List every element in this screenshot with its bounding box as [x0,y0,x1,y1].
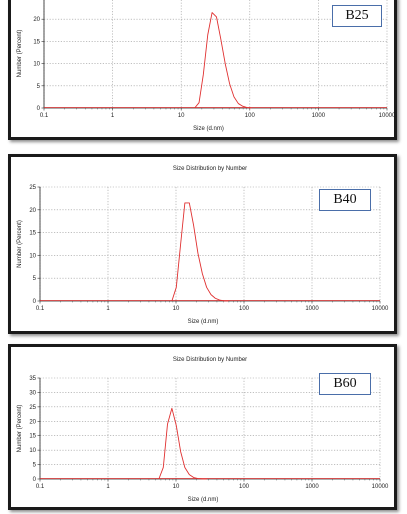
x-tick-label: 1 [106,306,110,312]
y-tick-label: 0 [33,477,37,483]
y-tick-label: 25 [29,185,36,191]
x-tick-label: 1000 [312,113,326,119]
x-tick-label: 0.1 [40,113,49,119]
y-tick-label: 5 [33,463,37,469]
y-tick-label: 5 [33,276,37,282]
x-tick-label: 100 [245,113,256,119]
x-tick-label: 10000 [372,484,389,490]
y-tick-label: 0 [33,299,37,305]
y-tick-label: 35 [29,376,36,382]
series-line [171,202,229,302]
sample-label-box: B60 [319,373,371,395]
y-tick-label: 15 [33,39,40,45]
x-tick-label: 10 [178,113,185,119]
chart-b25: 0.1 1 10 100 1000 10000 0 5 10 15 20 25 Size (d.nm) N… [17,0,394,132]
x-tick-label: 10000 [372,306,389,312]
chart-panel-b25: 0.1 1 10 100 1000 10000 0 5 10 15 20 25 Size (d.nm) N… [8,0,397,140]
y-tick-label: 20 [33,17,40,23]
y-tick-label: 15 [29,434,36,440]
x-tick-label: 1 [111,113,115,119]
y-axis-label: Number (Percent) [17,220,23,268]
chart-title: Size Distribution by Number [173,166,247,172]
x-tick-label: 100 [239,484,250,490]
y-tick-label: 25 [29,405,36,411]
y-tick-label: 10 [29,448,36,454]
x-axis-label: Size (d.nm) [188,319,219,325]
x-axis-label: Size (d.nm) [193,126,224,132]
sample-label-box: B25 [332,5,382,27]
chart-panel-b60: Size Distribution by Number 0.1 1 10 100 1000… [8,344,397,510]
y-tick-label: 20 [29,419,36,425]
y-tick-label: 30 [29,390,36,396]
x-tick-label: 10 [173,306,180,312]
x-axis-label: Size (d.nm) [188,497,219,503]
series-line [194,12,252,109]
y-tick-label: 5 [37,84,41,90]
y-axis-label: Number (Percent) [17,30,23,78]
x-tick-label: 1000 [305,306,319,312]
y-tick-label: 25 [33,0,40,1]
sample-label-box: B40 [319,189,371,211]
y-tick-label: 20 [29,208,36,214]
chart-title: Size Distribution by Number [173,357,247,363]
series-line [158,407,207,480]
y-axis-label: Number (Percent) [17,405,23,453]
plot-area [44,0,387,108]
x-tick-label: 100 [239,306,250,312]
y-tick-label: 0 [37,106,41,112]
y-tick-label: 15 [29,231,36,237]
x-tick-label: 0.1 [36,306,45,312]
x-tick-label: 10 [173,484,180,490]
y-tick-label: 10 [33,62,40,68]
x-tick-label: 1000 [305,484,319,490]
x-tick-label: 1 [106,484,110,490]
y-tick-label: 10 [29,253,36,259]
x-tick-label: 0.1 [36,484,45,490]
x-tick-label: 10000 [379,113,394,119]
chart-panel-b40: Size Distribution by Number 0.1 1 10 100 1000… [8,154,397,334]
